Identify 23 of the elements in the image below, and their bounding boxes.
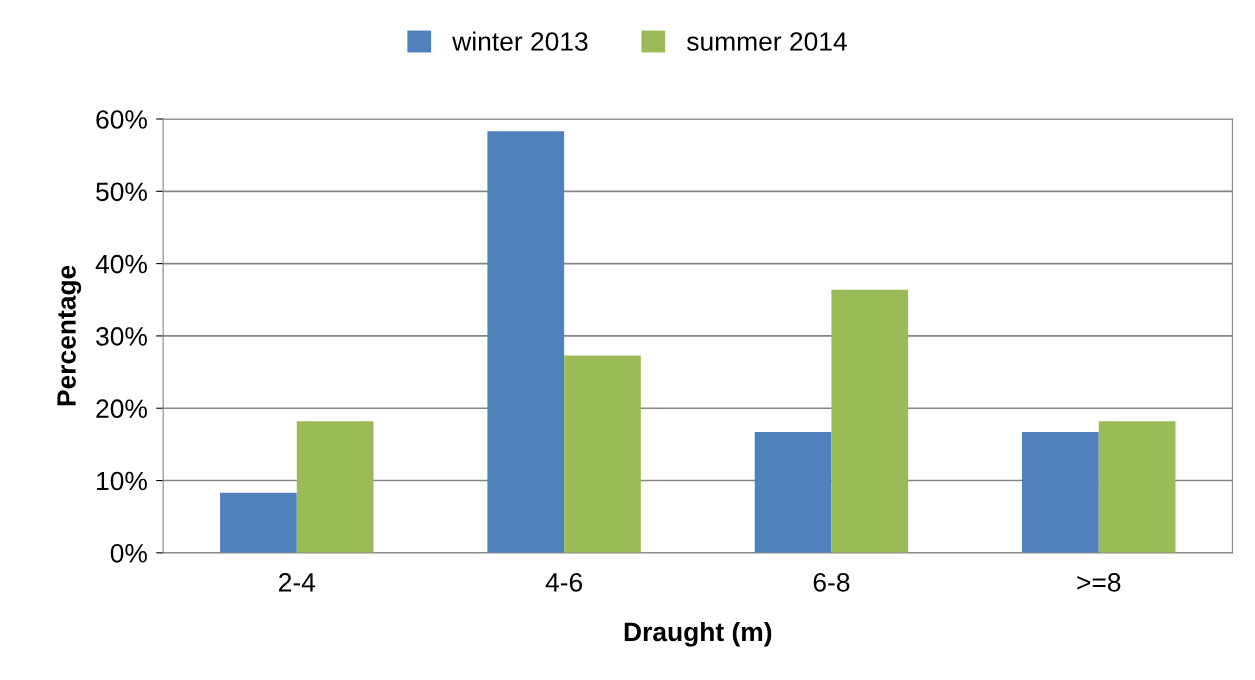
x-tick-label: 4-6 <box>545 572 583 592</box>
y-axis-title: Percentage <box>57 265 82 406</box>
legend-label: winter 2013 <box>452 31 588 51</box>
bar <box>220 492 297 553</box>
bar <box>754 432 832 553</box>
y-tick-label: 10% <box>97 471 147 491</box>
y-tick-label: 50% <box>96 182 147 202</box>
bar <box>1022 432 1099 553</box>
bar <box>564 355 641 553</box>
y-tick-label: 40% <box>95 254 147 274</box>
bar <box>1098 421 1176 553</box>
bar <box>296 421 374 553</box>
bar <box>487 131 565 553</box>
legend-label: summer 2014 <box>687 32 847 51</box>
y-tick-label: 30% <box>96 327 147 346</box>
bar <box>831 289 909 553</box>
y-tick-label: 0% <box>110 543 147 563</box>
x-tick-label: 6-8 <box>813 572 850 592</box>
y-tick-label: 60% <box>96 110 147 129</box>
x-tick-label: 2-4 <box>279 572 316 592</box>
x-tick-label: >=8 <box>1077 572 1121 592</box>
y-tick-label: 20% <box>96 399 147 419</box>
x-axis-title: Draught (m) <box>624 621 772 647</box>
